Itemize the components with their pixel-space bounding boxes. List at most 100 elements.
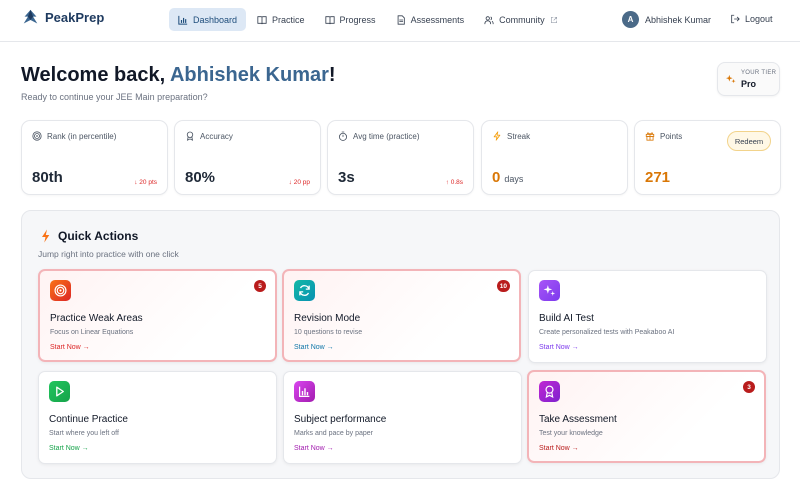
action-card-take-assessment[interactable]: 3 Take Assessment Test your knowledge St… xyxy=(527,370,766,463)
stat-label: Streak xyxy=(507,131,531,141)
mountain-logo-icon xyxy=(23,9,38,24)
app-name: PeakPrep xyxy=(45,10,105,25)
logout-icon xyxy=(731,14,740,24)
external-link-icon xyxy=(550,16,557,23)
main-nav: Dashboard Practice Progress Assessments … xyxy=(169,8,569,31)
bar-chart-icon xyxy=(294,381,315,402)
logout-label: Logout xyxy=(745,14,773,24)
nav-dashboard[interactable]: Dashboard xyxy=(169,8,247,31)
start-now-link[interactable]: Start Now → xyxy=(49,445,89,452)
refresh-icon xyxy=(294,280,315,301)
award-icon xyxy=(186,131,194,141)
nav-dashboard-label: Dashboard xyxy=(193,14,238,25)
stat-value: 271 xyxy=(645,169,671,186)
tier-badge: YOUR TIER Pro xyxy=(717,62,780,96)
action-card-revision-mode[interactable]: 10 Revision Mode 10 questions to revise … xyxy=(282,269,521,362)
play-icon xyxy=(49,381,70,402)
quick-actions-panel: Quick Actions Jump right into practice w… xyxy=(21,210,780,479)
bar-chart-icon xyxy=(178,15,188,25)
logo[interactable]: PeakPrep xyxy=(22,9,104,26)
stat-delta: ↓ 20 pts xyxy=(134,179,157,186)
document-icon xyxy=(397,14,405,25)
action-card-continue-practice[interactable]: Continue Practice Start where you left o… xyxy=(38,371,277,464)
stat-label: Avg time (practice) xyxy=(353,131,420,141)
action-card-practice-weak-areas[interactable]: 5 Practice Weak Areas Focus on Linear Eq… xyxy=(38,269,277,362)
stat-card-points: Points Redeem 271 xyxy=(634,120,781,195)
target-icon xyxy=(32,131,42,141)
award-icon xyxy=(539,381,560,402)
card-description: Marks and pace by paper xyxy=(294,430,373,437)
card-description: Create personalized tests with Peakaboo … xyxy=(539,329,675,336)
bolt-icon xyxy=(42,229,50,243)
nav-practice-label: Practice xyxy=(272,14,305,25)
card-title: Take Assessment xyxy=(539,414,617,425)
count-badge: 10 xyxy=(496,280,510,292)
nav-practice[interactable]: Practice xyxy=(248,8,314,31)
gift-icon xyxy=(645,132,655,141)
welcome-prefix: Welcome back, xyxy=(21,64,170,86)
page-title: Welcome back, Abhishek Kumar! xyxy=(21,64,336,87)
nav-progress-label: Progress xyxy=(339,14,376,25)
start-now-link[interactable]: Start Now → xyxy=(294,344,334,351)
avatar: A xyxy=(622,11,639,28)
nav-community-label: Community xyxy=(499,14,545,25)
card-description: Test your knowledge xyxy=(539,430,603,437)
tier-label: YOUR TIER xyxy=(741,70,777,76)
stat-value: 0 days xyxy=(492,169,523,186)
stat-card-streak: Streak 0 days xyxy=(481,120,628,195)
target-icon xyxy=(50,280,71,301)
stat-card-accuracy: Accuracy 80% ↓ 20 pp xyxy=(174,120,321,195)
quick-actions-subtitle: Jump right into practice with one click xyxy=(38,249,179,259)
stat-value: 80% xyxy=(185,169,216,186)
stat-label: Points xyxy=(660,131,683,141)
users-icon xyxy=(484,15,494,24)
book-icon xyxy=(324,15,335,24)
streak-count: 0 xyxy=(492,169,501,186)
nav-progress[interactable]: Progress xyxy=(316,8,385,31)
action-card-build-ai-test[interactable]: Build AI Test Create personalized tests … xyxy=(528,270,767,363)
start-now-link[interactable]: Start Now → xyxy=(539,344,579,351)
bolt-icon xyxy=(493,131,501,141)
timer-icon xyxy=(338,131,348,141)
user-name: Abhishek Kumar xyxy=(645,14,712,25)
stat-value: 3s xyxy=(338,169,355,186)
stat-card-rank: Rank (in percentile) 80th ↓ 20 pts xyxy=(21,120,168,195)
stat-label: Accuracy xyxy=(200,131,233,141)
streak-unit: days xyxy=(504,174,524,184)
top-nav-bar: PeakPrep Dashboard Practice Progress Ass… xyxy=(0,0,800,42)
action-card-subject-performance[interactable]: Subject performance Marks and pace by pa… xyxy=(283,371,522,464)
quick-actions-heading: Quick Actions xyxy=(58,229,139,243)
stat-delta: ↑ 0.8s xyxy=(445,179,463,186)
stat-label: Rank (in percentile) xyxy=(47,131,117,141)
card-description: 10 questions to revise xyxy=(294,329,363,336)
sparkles-icon xyxy=(726,74,736,84)
welcome-suffix: ! xyxy=(328,64,336,86)
nav-assessments-label: Assessments xyxy=(410,14,465,25)
sparkles-icon xyxy=(539,280,560,301)
nav-community[interactable]: Community xyxy=(475,8,567,31)
card-title: Subject performance xyxy=(294,414,387,425)
count-badge: 3 xyxy=(743,381,755,393)
card-title: Build AI Test xyxy=(539,313,594,324)
redeem-button[interactable]: Redeem xyxy=(727,131,771,151)
count-badge: 5 xyxy=(254,280,266,292)
user-menu[interactable]: A Abhishek Kumar xyxy=(622,11,711,28)
stat-value: 80th xyxy=(32,169,63,186)
quick-actions-title: Quick Actions xyxy=(40,229,138,243)
card-title: Revision Mode xyxy=(294,313,361,324)
start-now-link[interactable]: Start Now → xyxy=(539,445,579,452)
book-open-icon xyxy=(257,15,267,24)
card-title: Continue Practice xyxy=(49,414,128,425)
start-now-link[interactable]: Start Now → xyxy=(294,445,334,452)
logout-button[interactable]: Logout xyxy=(730,14,773,24)
card-description: Start where you left off xyxy=(49,430,119,437)
card-description: Focus on Linear Equations xyxy=(50,329,134,336)
welcome-name: Abhishek Kumar xyxy=(169,64,329,86)
stat-delta: ↓ 20 pp xyxy=(288,179,310,186)
nav-assessments[interactable]: Assessments xyxy=(387,8,474,31)
tier-value: Pro xyxy=(741,79,757,89)
start-now-link[interactable]: Start Now → xyxy=(50,344,90,351)
page-subtitle: Ready to continue your JEE Main preparat… xyxy=(21,92,208,102)
stat-card-avg-time: Avg time (practice) 3s ↑ 0.8s xyxy=(327,120,474,195)
card-title: Practice Weak Areas xyxy=(50,313,143,324)
